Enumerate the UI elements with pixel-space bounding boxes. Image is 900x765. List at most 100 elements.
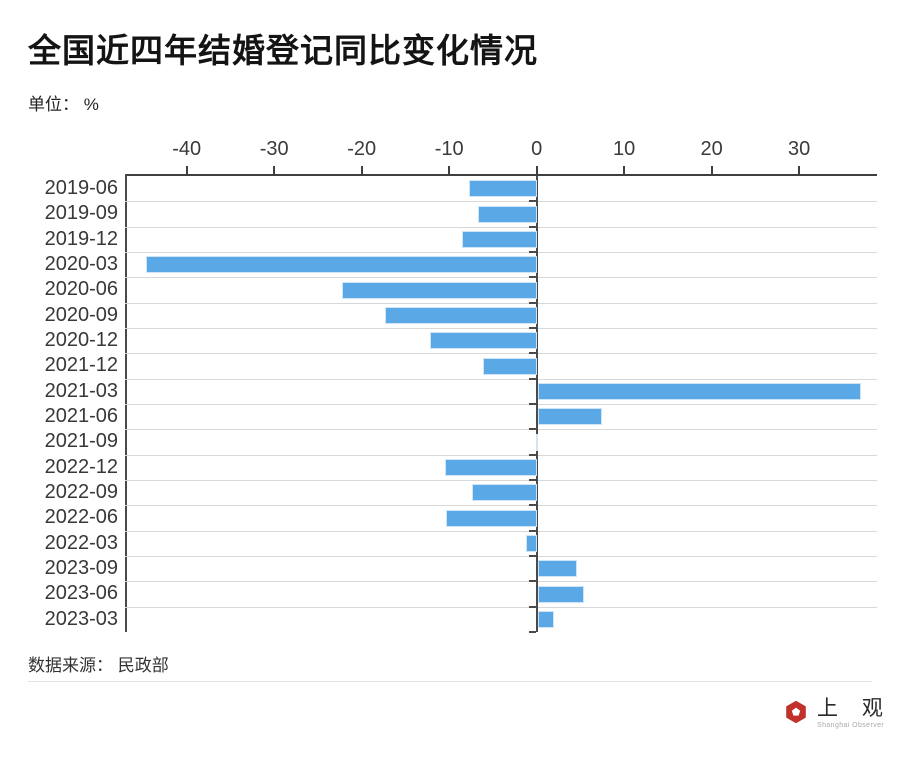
bar — [537, 610, 555, 628]
bar — [526, 534, 537, 552]
bar — [478, 205, 537, 223]
x-axis-tick-label: 10 — [613, 138, 636, 160]
y-axis-label: 2020-06 — [44, 278, 118, 301]
x-axis-tick-label: -40 — [172, 138, 202, 160]
category-tick — [528, 327, 536, 329]
gridline — [125, 606, 877, 608]
shanghai-observer-logo: 上 观 Shanghai Observer — [784, 697, 892, 729]
gridline — [125, 480, 877, 481]
chart-title: 全国近四年结婚登记同比变化情况 — [28, 32, 538, 69]
bar — [537, 560, 577, 578]
y-axis-label: 2023-09 — [44, 557, 118, 579]
unit-label: 单位： % — [28, 95, 99, 114]
y-axis-label: 2019-06 — [44, 177, 118, 199]
gridline — [125, 505, 877, 507]
y-axis-label: 2022-12 — [44, 455, 118, 478]
y-axis-label: 2021-12 — [44, 354, 118, 377]
y-axis-label: 2022-09 — [44, 481, 118, 503]
x-axis-tick — [273, 166, 276, 174]
category-tick — [528, 352, 536, 355]
logo-aperture-icon — [786, 700, 806, 724]
x-axis-tick-label: -20 — [347, 138, 377, 160]
bar — [445, 509, 537, 527]
category-tick — [528, 200, 536, 203]
gridline — [125, 328, 877, 329]
x-axis-tick — [798, 166, 801, 174]
y-axis-label: 2022-06 — [44, 506, 118, 529]
gridline — [125, 581, 877, 583]
x-axis-tick-label: 0 — [531, 138, 543, 160]
x-axis-tick-label: -10 — [434, 138, 464, 160]
category-tick — [528, 453, 536, 456]
x-axis-tick — [448, 166, 451, 174]
x-axis-tick — [623, 166, 626, 174]
bar — [469, 180, 537, 198]
category-tick — [528, 479, 536, 481]
zero-axis-line — [535, 176, 538, 632]
gridline — [125, 353, 877, 355]
category-tick — [528, 225, 536, 228]
gridline — [125, 226, 877, 228]
bar — [483, 357, 537, 375]
y-axis-label: 2019-12 — [44, 227, 118, 250]
gridline — [125, 454, 877, 456]
logo-text-en: Shanghai Observer — [817, 722, 885, 729]
category-tick — [528, 555, 536, 557]
x-axis-tick — [185, 166, 188, 174]
footer-divider — [28, 681, 872, 682]
y-axis-label: 2019-09 — [44, 202, 118, 225]
category-tick — [528, 631, 536, 633]
gridline — [125, 252, 877, 253]
x-axis-tick — [535, 166, 538, 174]
bar — [385, 306, 537, 324]
x-axis-tick — [360, 166, 363, 174]
gridline — [125, 530, 877, 532]
y-axis-label: 2021-06 — [44, 405, 118, 427]
y-axis-label: 2021-09 — [44, 430, 118, 453]
logo-text-cn: 上 观 — [817, 697, 892, 720]
category-tick — [528, 403, 536, 405]
category-tick — [528, 580, 536, 583]
bar — [341, 281, 537, 299]
category-tick — [528, 301, 536, 304]
category-tick — [528, 529, 536, 532]
gridline — [125, 378, 877, 380]
bar — [535, 433, 538, 451]
gridline — [125, 429, 877, 431]
category-tick — [528, 276, 536, 279]
gridline — [125, 201, 877, 203]
y-axis-label: 2022-03 — [44, 531, 118, 554]
x-axis-tick-label: 20 — [700, 138, 723, 160]
x-axis-tick-label: 30 — [788, 138, 811, 160]
bar — [537, 408, 603, 426]
plot-area: -40 -30 -20 -10 0 10 20 30 — [125, 138, 877, 633]
bar — [145, 256, 537, 274]
gridline — [125, 556, 877, 557]
y-axis-labels: 2019-06 2019-09 2019-12 2020-03 2020-06 2020-… — [0, 176, 118, 632]
category-tick — [528, 251, 536, 253]
category-tick — [528, 504, 536, 507]
y-axis-label: 2020-12 — [44, 329, 118, 351]
bar — [462, 230, 537, 248]
x-axis-tick — [710, 166, 713, 174]
bar — [537, 585, 584, 603]
bar — [429, 332, 537, 350]
data-source: 数据来源： 民政部 — [28, 656, 169, 675]
gridline — [125, 277, 877, 279]
plot-left-border — [125, 174, 127, 632]
y-axis-label: 2021-03 — [44, 379, 118, 402]
bar — [444, 458, 537, 476]
category-tick — [528, 377, 536, 380]
category-tick — [528, 605, 536, 608]
y-axis-label: 2023-06 — [44, 582, 118, 605]
x-axis-line — [125, 174, 877, 176]
bar — [471, 484, 537, 502]
x-axis-tick-label: -30 — [259, 138, 289, 160]
bar — [537, 382, 862, 400]
y-axis-label: 2023-03 — [44, 607, 118, 630]
category-tick — [528, 428, 536, 431]
y-axis-label: 2020-03 — [44, 253, 118, 275]
y-axis-label: 2020-09 — [44, 303, 118, 326]
gridline — [125, 404, 877, 405]
